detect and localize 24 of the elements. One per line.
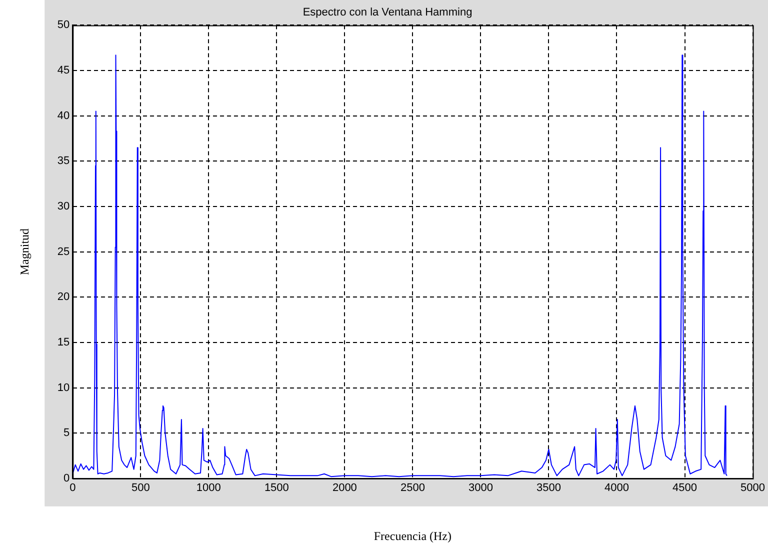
- y-tick-label: 30: [57, 200, 70, 213]
- chart-title: Espectro con la Ventana Hamming: [302, 6, 472, 19]
- y-tick-label: 15: [57, 336, 70, 348]
- x-tick-label: 5000: [740, 482, 766, 494]
- y-axis-title: Magnitud: [17, 228, 32, 276]
- y-tick-label: 5: [64, 427, 70, 440]
- x-tick-label: 1500: [264, 482, 289, 494]
- x-tick-label: 3000: [468, 482, 493, 494]
- y-tick-label: 20: [57, 291, 70, 304]
- y-tick-label: 35: [57, 155, 70, 168]
- x-tick-label: 4500: [672, 482, 697, 494]
- x-tick-label: 1000: [196, 482, 221, 494]
- x-tick-label: 2000: [332, 482, 357, 494]
- x-tick-label: 4000: [604, 482, 629, 494]
- x-tick-label: 3500: [536, 482, 561, 494]
- y-tick-label: 50: [57, 19, 70, 32]
- y-tick-label: 45: [57, 64, 70, 77]
- x-axis-title: Frecuencia (Hz): [374, 528, 452, 543]
- x-tick-label: 2500: [400, 482, 425, 494]
- y-tick-label: 25: [57, 246, 70, 258]
- y-tick-label: 10: [57, 382, 70, 394]
- y-tick-label: 40: [57, 110, 70, 122]
- x-tick-label: 500: [131, 482, 150, 494]
- y-tick-label: 0: [64, 472, 70, 484]
